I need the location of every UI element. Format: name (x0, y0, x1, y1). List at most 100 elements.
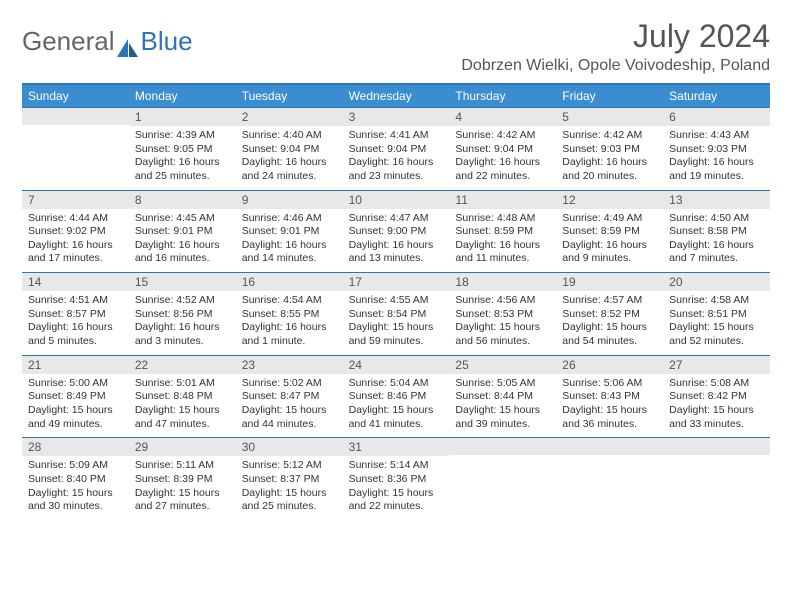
daylight-text: Daylight: 16 hours and 5 minutes. (28, 321, 123, 348)
sunset-text: Sunset: 8:48 PM (135, 390, 230, 404)
sunset-text: Sunset: 8:39 PM (135, 473, 230, 487)
daylight-text: Daylight: 16 hours and 25 minutes. (135, 156, 230, 183)
day-number: 12 (556, 190, 663, 209)
day-number: 8 (129, 190, 236, 209)
calendar-cell: 3Sunrise: 4:41 AMSunset: 9:04 PMDaylight… (343, 107, 450, 190)
sunrise-text: Sunrise: 4:47 AM (349, 212, 444, 226)
sunrise-text: Sunrise: 4:42 AM (562, 129, 657, 143)
sunrise-text: Sunrise: 4:46 AM (242, 212, 337, 226)
daylight-text: Daylight: 16 hours and 22 minutes. (455, 156, 550, 183)
calendar-cell: 7Sunrise: 4:44 AMSunset: 9:02 PMDaylight… (22, 190, 129, 273)
sunrise-text: Sunrise: 5:09 AM (28, 459, 123, 473)
calendar-cell: 18Sunrise: 4:56 AMSunset: 8:53 PMDayligh… (449, 272, 556, 355)
calendar-cell: 28Sunrise: 5:09 AMSunset: 8:40 PMDayligh… (22, 437, 129, 520)
sunset-text: Sunset: 8:58 PM (669, 225, 764, 239)
sunset-text: Sunset: 8:36 PM (349, 473, 444, 487)
sunrise-text: Sunrise: 4:51 AM (28, 294, 123, 308)
sunset-text: Sunset: 9:05 PM (135, 143, 230, 157)
day-details: Sunrise: 4:58 AMSunset: 8:51 PMDaylight:… (663, 291, 770, 355)
day-number: 20 (663, 272, 770, 291)
daylight-text: Daylight: 15 hours and 33 minutes. (669, 404, 764, 431)
day-number: 24 (343, 355, 450, 374)
daylight-text: Daylight: 15 hours and 41 minutes. (349, 404, 444, 431)
calendar-cell: 6Sunrise: 4:43 AMSunset: 9:03 PMDaylight… (663, 107, 770, 190)
week-row: 7Sunrise: 4:44 AMSunset: 9:02 PMDaylight… (22, 190, 770, 273)
daylight-text: Daylight: 15 hours and 36 minutes. (562, 404, 657, 431)
sunrise-text: Sunrise: 5:14 AM (349, 459, 444, 473)
week-row: 21Sunrise: 5:00 AMSunset: 8:49 PMDayligh… (22, 355, 770, 438)
day-details (22, 125, 129, 185)
sunrise-text: Sunrise: 4:39 AM (135, 129, 230, 143)
sunrise-text: Sunrise: 4:52 AM (135, 294, 230, 308)
daylight-text: Daylight: 16 hours and 7 minutes. (669, 239, 764, 266)
sunrise-text: Sunrise: 4:49 AM (562, 212, 657, 226)
logo: General Blue (22, 18, 193, 57)
day-header: Wednesday (343, 85, 450, 107)
day-details: Sunrise: 4:39 AMSunset: 9:05 PMDaylight:… (129, 126, 236, 190)
calendar-cell: 13Sunrise: 4:50 AMSunset: 8:58 PMDayligh… (663, 190, 770, 273)
calendar-cell: 14Sunrise: 4:51 AMSunset: 8:57 PMDayligh… (22, 272, 129, 355)
sunrise-text: Sunrise: 4:43 AM (669, 129, 764, 143)
day-number: 14 (22, 272, 129, 291)
sunset-text: Sunset: 8:59 PM (455, 225, 550, 239)
daylight-text: Daylight: 16 hours and 19 minutes. (669, 156, 764, 183)
day-details: Sunrise: 5:00 AMSunset: 8:49 PMDaylight:… (22, 374, 129, 438)
sunrise-text: Sunrise: 5:02 AM (242, 377, 337, 391)
calendar-cell: 22Sunrise: 5:01 AMSunset: 8:48 PMDayligh… (129, 355, 236, 438)
day-number: 19 (556, 272, 663, 291)
day-details: Sunrise: 5:06 AMSunset: 8:43 PMDaylight:… (556, 374, 663, 438)
day-details (556, 455, 663, 515)
day-details: Sunrise: 4:40 AMSunset: 9:04 PMDaylight:… (236, 126, 343, 190)
month-title: July 2024 (461, 18, 770, 55)
header: General Blue July 2024 Dobrzen Wielki, O… (22, 18, 770, 75)
sunset-text: Sunset: 8:46 PM (349, 390, 444, 404)
daylight-text: Daylight: 15 hours and 47 minutes. (135, 404, 230, 431)
sunset-text: Sunset: 9:02 PM (28, 225, 123, 239)
day-details (663, 455, 770, 515)
daylight-text: Daylight: 16 hours and 20 minutes. (562, 156, 657, 183)
title-block: July 2024 Dobrzen Wielki, Opole Voivodes… (461, 18, 770, 75)
calendar-cell: 8Sunrise: 4:45 AMSunset: 9:01 PMDaylight… (129, 190, 236, 273)
calendar-cell: 21Sunrise: 5:00 AMSunset: 8:49 PMDayligh… (22, 355, 129, 438)
day-number: 2 (236, 107, 343, 126)
location: Dobrzen Wielki, Opole Voivodeship, Polan… (461, 57, 770, 75)
daylight-text: Daylight: 16 hours and 1 minute. (242, 321, 337, 348)
sunset-text: Sunset: 9:00 PM (349, 225, 444, 239)
daylight-text: Daylight: 16 hours and 14 minutes. (242, 239, 337, 266)
day-details: Sunrise: 5:02 AMSunset: 8:47 PMDaylight:… (236, 374, 343, 438)
sunrise-text: Sunrise: 5:00 AM (28, 377, 123, 391)
calendar-cell: 27Sunrise: 5:08 AMSunset: 8:42 PMDayligh… (663, 355, 770, 438)
day-number: 1 (129, 107, 236, 126)
day-details: Sunrise: 4:44 AMSunset: 9:02 PMDaylight:… (22, 209, 129, 273)
day-details: Sunrise: 5:05 AMSunset: 8:44 PMDaylight:… (449, 374, 556, 438)
sunrise-text: Sunrise: 5:01 AM (135, 377, 230, 391)
sunrise-text: Sunrise: 4:57 AM (562, 294, 657, 308)
day-number: 15 (129, 272, 236, 291)
daylight-text: Daylight: 15 hours and 56 minutes. (455, 321, 550, 348)
daylight-text: Daylight: 16 hours and 11 minutes. (455, 239, 550, 266)
day-details: Sunrise: 4:56 AMSunset: 8:53 PMDaylight:… (449, 291, 556, 355)
calendar-cell: 16Sunrise: 4:54 AMSunset: 8:55 PMDayligh… (236, 272, 343, 355)
sunset-text: Sunset: 8:37 PM (242, 473, 337, 487)
sunset-text: Sunset: 8:49 PM (28, 390, 123, 404)
sunset-text: Sunset: 8:52 PM (562, 308, 657, 322)
logo-sail-icon (117, 33, 139, 51)
sunset-text: Sunset: 8:44 PM (455, 390, 550, 404)
calendar-cell: 23Sunrise: 5:02 AMSunset: 8:47 PMDayligh… (236, 355, 343, 438)
calendar-cell: 20Sunrise: 4:58 AMSunset: 8:51 PMDayligh… (663, 272, 770, 355)
daylight-text: Daylight: 15 hours and 27 minutes. (135, 487, 230, 514)
day-details: Sunrise: 5:04 AMSunset: 8:46 PMDaylight:… (343, 374, 450, 438)
day-header: Saturday (663, 85, 770, 107)
sunset-text: Sunset: 8:47 PM (242, 390, 337, 404)
calendar-cell: 19Sunrise: 4:57 AMSunset: 8:52 PMDayligh… (556, 272, 663, 355)
day-number (449, 437, 556, 455)
sunrise-text: Sunrise: 5:05 AM (455, 377, 550, 391)
daylight-text: Daylight: 15 hours and 52 minutes. (669, 321, 764, 348)
calendar-cell: 5Sunrise: 4:42 AMSunset: 9:03 PMDaylight… (556, 107, 663, 190)
day-details: Sunrise: 5:01 AMSunset: 8:48 PMDaylight:… (129, 374, 236, 438)
daylight-text: Daylight: 15 hours and 49 minutes. (28, 404, 123, 431)
day-details: Sunrise: 4:41 AMSunset: 9:04 PMDaylight:… (343, 126, 450, 190)
calendar-cell: 26Sunrise: 5:06 AMSunset: 8:43 PMDayligh… (556, 355, 663, 438)
sunset-text: Sunset: 8:59 PM (562, 225, 657, 239)
sunrise-text: Sunrise: 4:58 AM (669, 294, 764, 308)
